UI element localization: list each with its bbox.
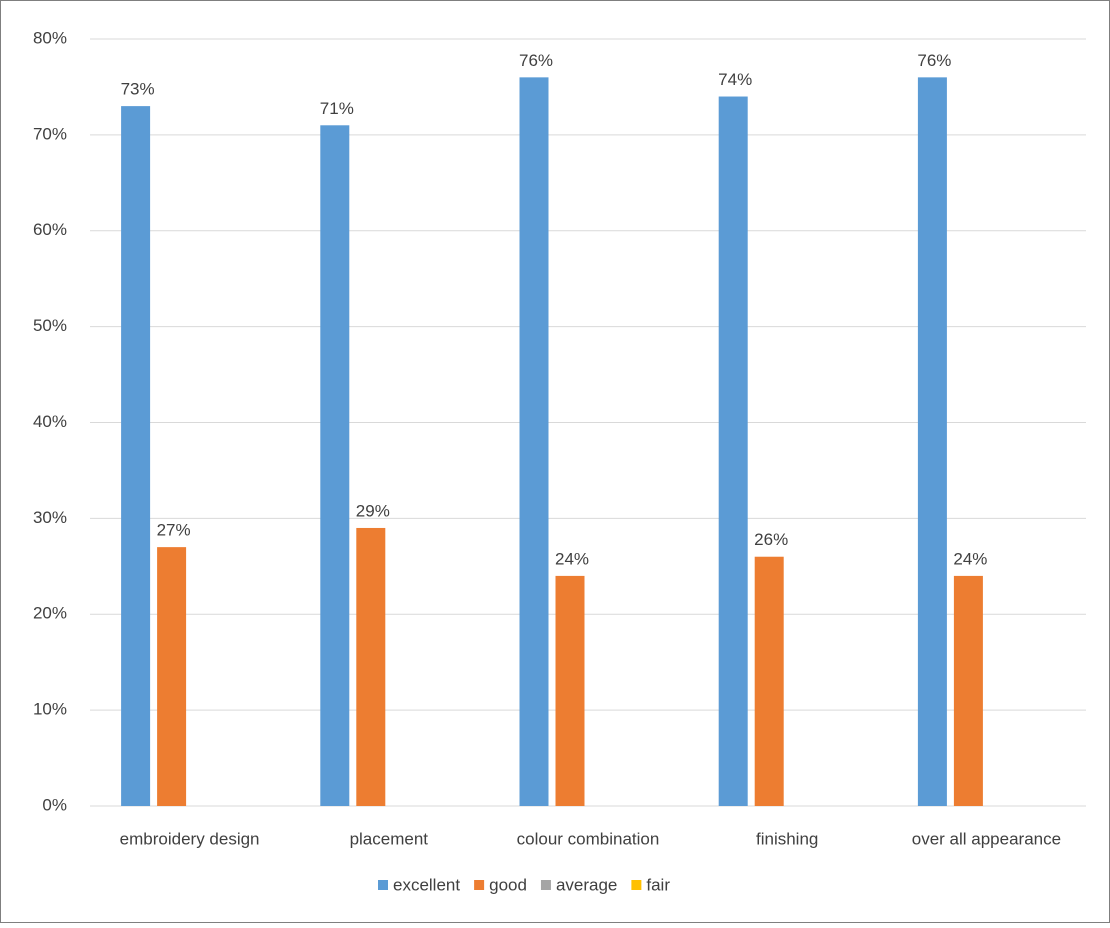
- y-tick-label: 70%: [33, 124, 67, 143]
- x-tick-label: over all appearance: [912, 829, 1061, 848]
- y-tick-label: 10%: [33, 700, 67, 719]
- y-tick-label: 40%: [33, 412, 67, 431]
- y-tick-label: 80%: [33, 28, 67, 47]
- legend-swatch: [631, 880, 642, 890]
- legend-label: good: [489, 875, 527, 894]
- bar: [157, 547, 187, 806]
- legend-swatch: [540, 880, 551, 890]
- bar: [356, 527, 386, 806]
- legend-label: fair: [646, 875, 670, 894]
- x-tick-label: colour combination: [517, 829, 660, 848]
- data-label: 29%: [356, 501, 390, 520]
- legend-swatch: [378, 880, 388, 890]
- x-tick-label: embroidery design: [120, 829, 260, 848]
- data-label: 76%: [519, 51, 553, 70]
- data-label: 76%: [917, 51, 951, 70]
- data-label: 73%: [121, 80, 155, 99]
- data-label: 26%: [754, 530, 788, 549]
- data-label: 24%: [953, 549, 987, 568]
- legend-label: excellent: [393, 875, 460, 894]
- bar: [555, 575, 585, 806]
- bar: [320, 125, 350, 807]
- y-tick-label: 60%: [33, 220, 67, 239]
- bar: [718, 96, 748, 806]
- bar: [121, 106, 151, 807]
- bar: [519, 77, 549, 807]
- y-tick-label: 0%: [42, 795, 67, 814]
- bar: [917, 77, 947, 807]
- bar: [754, 556, 784, 806]
- y-tick-label: 20%: [33, 604, 67, 623]
- x-tick-label: finishing: [756, 829, 818, 848]
- data-label: 71%: [320, 99, 354, 118]
- y-tick-label: 30%: [33, 508, 67, 527]
- data-label: 24%: [555, 549, 589, 568]
- data-label: 27%: [157, 521, 191, 540]
- x-tick-label: placement: [350, 829, 429, 848]
- y-tick-label: 50%: [33, 316, 67, 335]
- legend-swatch: [474, 880, 485, 890]
- data-label: 74%: [718, 70, 752, 89]
- bar: [953, 575, 983, 806]
- legend-label: average: [556, 875, 617, 894]
